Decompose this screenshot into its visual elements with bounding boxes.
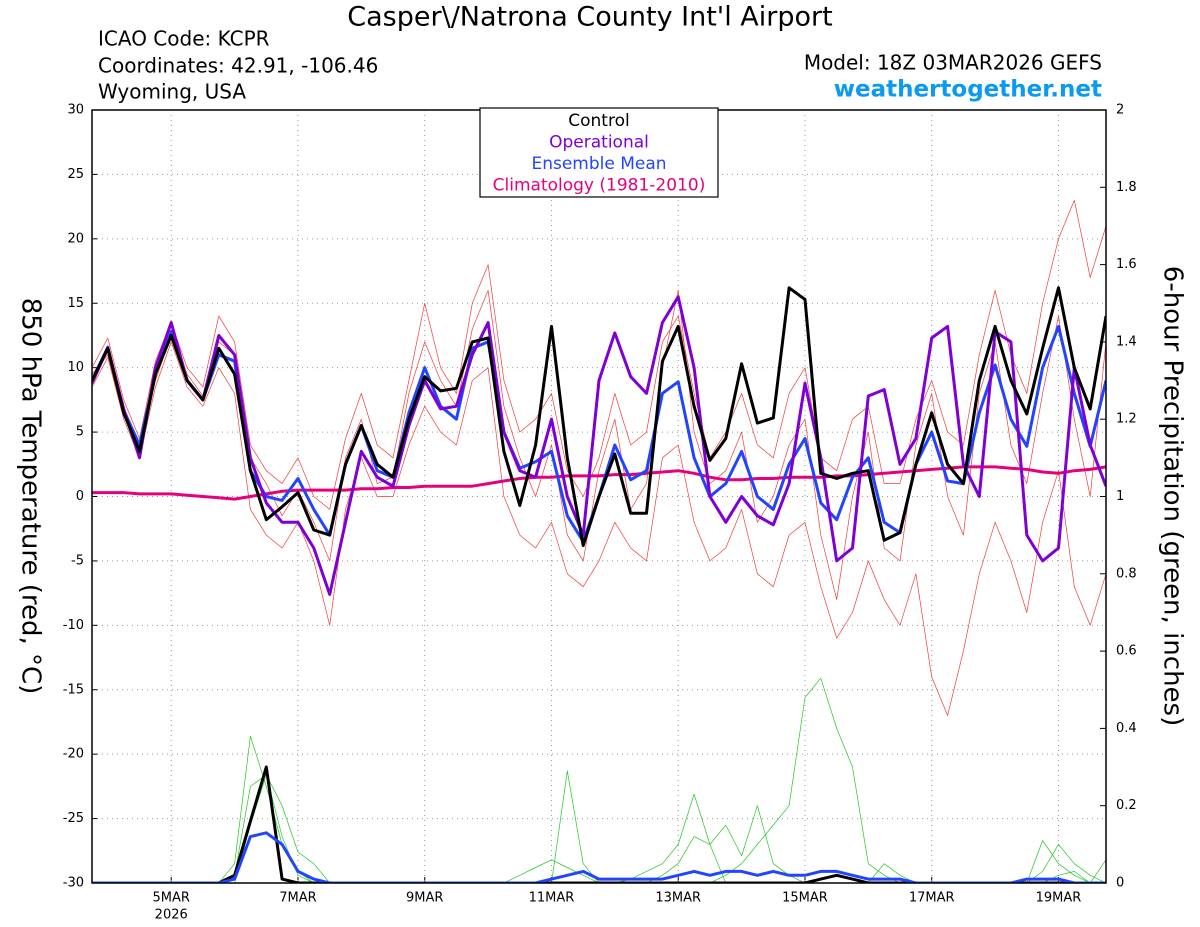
y2-tick-label: 1.4 [1116,334,1137,349]
year-label: 2026 [155,908,188,923]
y-tick-label: -15 [63,682,84,697]
y-tick-label: 25 [67,167,84,182]
y2-tick-label: 0.2 [1116,798,1137,813]
ensemble-member-line [92,341,1106,716]
x-tick-label: 19MAR [1036,891,1082,906]
y2-tick-label: 0.8 [1116,566,1137,581]
precip-line [92,831,1106,883]
info-line: Wyoming, USA [98,80,246,104]
precip-line [92,677,1106,883]
legend-box [479,107,719,198]
y-tick-label: 30 [67,103,84,118]
x-tick-label: 11MAR [529,891,575,906]
x-tick-label: 9MAR [406,891,443,906]
y-tick-label: 5 [76,425,84,440]
model-info: Model: 18Z 03MAR2026 GEFS [804,51,1102,75]
y2-tick-label: 1.2 [1116,412,1137,427]
y-tick-label: 20 [67,231,84,246]
precip-line [92,774,1106,883]
y-tick-label: -5 [71,553,84,568]
y2-axis-label: 6-hour Precipitation (green, inches) [1158,266,1188,726]
x-tick-label: 15MAR [782,891,828,906]
x-tick-label: 17MAR [909,891,955,906]
legend-entry: Climatology (1981-2010) [493,176,706,196]
info-line: Coordinates: 42.91, -106.46 [98,54,378,78]
y2-tick-label: 1.6 [1116,257,1137,272]
y-tick-label: -20 [63,747,84,762]
y-axis-label: 850 hPa Temperature (red, °C) [16,298,46,695]
legend-entry: Operational [549,133,649,153]
series-line [92,286,1106,547]
y-tick-label: 0 [76,489,84,504]
y2-tick-label: 0 [1116,876,1124,891]
y-tick-label: -30 [63,876,84,891]
y-tick-label: -10 [63,618,84,633]
site-name: weathertogether.net [834,77,1102,103]
x-tick-label: 7MAR [279,891,316,906]
series-line [92,295,1106,596]
chart-title: Casper\/Natrona County Int'l Airport [347,2,832,33]
x-tick-label: 5MAR [153,891,190,906]
ensemble-member-line [92,199,1106,510]
y-tick-label: -25 [63,811,84,826]
y2-tick-label: 0.6 [1116,644,1137,659]
y2-tick-label: 1.8 [1116,180,1137,195]
x-tick-label: 13MAR [655,891,701,906]
precip-line [92,765,1106,883]
precip-line [92,735,1106,883]
y2-tick-label: 2 [1116,103,1124,118]
y-tick-label: 10 [67,360,84,375]
series-line [92,465,1106,501]
legend-entry: Ensemble Mean [531,154,666,174]
y-tick-label: 15 [67,296,84,311]
legend-entry: Control [568,111,629,131]
y2-tick-label: 0.4 [1116,721,1137,736]
info-line: ICAO Code: KCPR [98,27,270,51]
y2-tick-label: 1 [1116,489,1124,504]
